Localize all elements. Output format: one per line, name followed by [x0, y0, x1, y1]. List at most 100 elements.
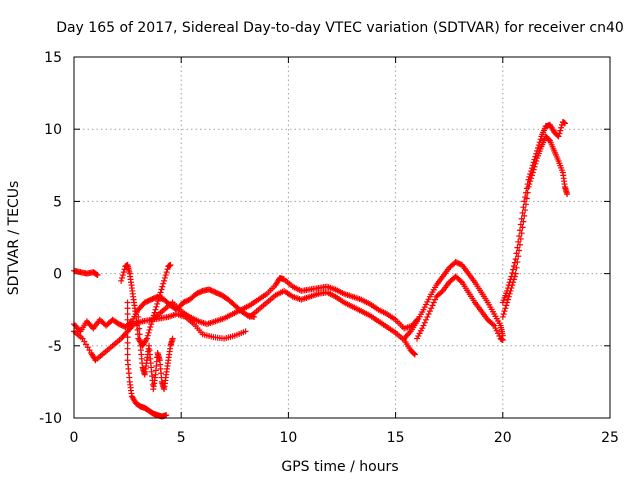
y-tick-label: 0: [53, 267, 62, 283]
data-point-marker: [527, 178, 534, 185]
data-point-marker: [136, 331, 143, 338]
data-point-marker: [154, 300, 161, 307]
series-trace-h: [246, 287, 418, 358]
data-point-marker: [516, 241, 523, 248]
data-point-marker: [524, 189, 531, 196]
data-point-marker: [558, 124, 565, 131]
data-point-marker: [421, 319, 428, 326]
data-point-marker: [158, 286, 165, 293]
data-point-marker: [520, 218, 527, 225]
data-point-marker: [519, 224, 526, 231]
data-point-marker: [242, 328, 249, 335]
y-axis-label: SDTVAR / TECUs: [6, 181, 22, 296]
data-point-marker: [432, 296, 439, 303]
data-point-marker: [526, 181, 533, 188]
data-point-marker: [156, 292, 163, 299]
data-point-marker: [169, 335, 176, 342]
y-tick-label: 5: [53, 194, 62, 210]
plot-frame: [73, 56, 611, 419]
grid-lines: [74, 57, 610, 418]
data-point-marker: [424, 313, 431, 320]
data-point-marker: [504, 296, 511, 303]
data-point-marker: [119, 274, 126, 281]
data-point-marker: [509, 282, 516, 289]
data-point-marker: [517, 235, 524, 242]
data-point-marker: [514, 259, 521, 266]
data-point-marker: [124, 351, 131, 358]
data-point-marker: [518, 230, 525, 237]
data-point-marker: [167, 261, 174, 268]
y-tick-label: -5: [48, 339, 62, 355]
data-point-marker: [425, 311, 432, 318]
data-point-marker: [163, 412, 170, 419]
data-point-marker: [124, 316, 131, 323]
series-trace-a: [71, 267, 101, 279]
data-point-marker: [512, 270, 519, 277]
data-point-marker: [521, 212, 528, 219]
data-point-marker: [162, 272, 169, 279]
data-point-marker: [136, 325, 143, 332]
data-point-marker: [513, 264, 520, 271]
data-point-marker: [522, 207, 529, 214]
axis-ticks: [73, 56, 611, 419]
data-point-marker: [127, 319, 134, 326]
data-point-marker: [510, 276, 517, 283]
data-point-marker: [430, 299, 437, 306]
x-tick-label: 5: [177, 430, 186, 446]
x-tick-label: 20: [494, 430, 512, 446]
y-tick-label: 10: [44, 122, 62, 138]
data-point-marker: [528, 172, 535, 179]
data-point-marker: [153, 303, 160, 310]
x-tick-label: 10: [279, 430, 297, 446]
x-tick-labels: 0 5 10 15 20 25: [70, 430, 619, 446]
data-point-marker: [118, 277, 125, 284]
data-point-marker: [157, 289, 164, 296]
data-point-marker: [161, 274, 168, 281]
data-point-marker: [537, 136, 544, 143]
data-point-marker: [152, 306, 159, 313]
data-point-marker: [530, 166, 537, 173]
data-point-marker: [501, 308, 508, 315]
data-point-marker: [147, 324, 154, 331]
data-point-marker: [159, 283, 166, 290]
x-tick-label: 25: [601, 430, 619, 446]
data-point-marker: [516, 247, 523, 254]
data-point-marker: [532, 160, 539, 167]
data-point-marker: [428, 305, 435, 312]
data-point-marker: [457, 278, 464, 285]
data-point-marker: [499, 313, 506, 320]
data-point-marker: [499, 337, 506, 344]
data-point-marker: [121, 266, 128, 273]
data-point-marker: [120, 269, 127, 276]
data-point-marker: [502, 305, 509, 312]
data-point-marker: [426, 308, 433, 315]
data-point-marker: [160, 280, 167, 287]
chart-title: Day 165 of 2017, Sidereal Day-to-day VTE…: [56, 20, 624, 36]
data-point-marker: [161, 277, 168, 284]
data-point-marker: [124, 311, 131, 318]
data-point-marker: [529, 169, 536, 176]
data-point-marker: [411, 351, 418, 358]
data-point-marker: [124, 334, 131, 341]
x-tick-label: 0: [70, 430, 79, 446]
data-point-marker: [124, 328, 131, 335]
y-tick-labels: -10 -5 0 5 10 15: [39, 50, 62, 427]
data-point-marker: [528, 175, 535, 182]
data-point-marker: [503, 302, 510, 309]
data-point-marker: [506, 290, 513, 297]
y-tick-label: -10: [39, 411, 62, 427]
data-point-marker: [119, 272, 126, 279]
data-point-marker: [94, 272, 101, 279]
data-point-marker: [124, 345, 131, 352]
series-trace-j: [414, 273, 506, 344]
data-point-marker: [155, 295, 162, 302]
data-point-marker: [124, 339, 131, 346]
data-point-marker: [489, 321, 496, 328]
data-point-marker: [423, 316, 430, 323]
data-point-marker: [557, 127, 564, 134]
data-point-marker: [429, 302, 436, 309]
data-point-marker: [504, 299, 511, 306]
data-point-marker: [135, 313, 142, 320]
data-point-marker: [163, 269, 170, 276]
